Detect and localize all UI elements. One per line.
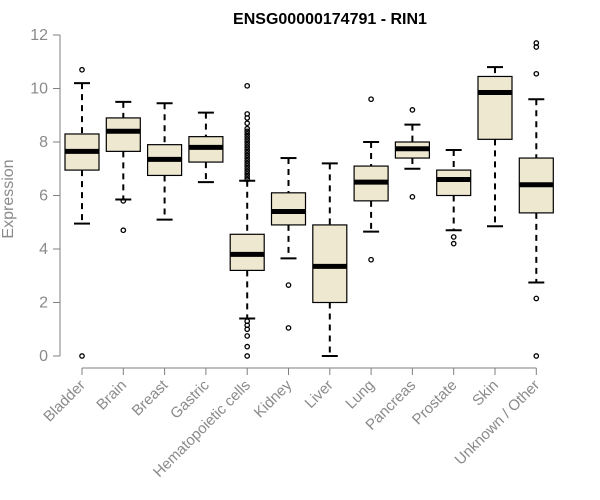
box-group — [312, 162, 348, 357]
box-group — [477, 66, 513, 228]
outlier-point — [244, 165, 251, 172]
outlier-point — [368, 96, 374, 103]
box-group — [353, 96, 389, 263]
outlier-point — [533, 40, 540, 46]
box-series — [64, 40, 554, 359]
outlier-point — [244, 144, 251, 151]
outlier-point — [285, 282, 292, 288]
box-group — [229, 82, 265, 359]
x-tick-label: Brain — [93, 377, 130, 414]
outlier-point — [244, 157, 251, 164]
outlier-point — [244, 163, 251, 169]
outlier-point — [244, 353, 251, 359]
y-tick-label: 4 — [39, 241, 48, 258]
box-group — [270, 157, 307, 331]
outlier-point — [533, 70, 540, 77]
y-tick-label: 12 — [30, 27, 48, 44]
outlier-point — [533, 295, 540, 302]
outlier-point — [244, 125, 251, 132]
outlier-point — [244, 136, 251, 143]
x-tick-label: Prostate — [409, 377, 461, 429]
outlier-point — [244, 333, 251, 339]
x-tick-label: Liver — [302, 377, 337, 412]
outlier-point — [244, 152, 251, 159]
box-iqr — [477, 75, 513, 140]
y-tick-label: 10 — [30, 81, 48, 98]
y-tick-label: 8 — [39, 134, 48, 151]
outlier-point — [244, 139, 251, 145]
outlier-point — [450, 234, 457, 240]
outlier-point — [244, 147, 251, 153]
outlier-point — [244, 131, 251, 137]
y-axis-label: Expression — [0, 159, 17, 238]
chart-title: ENSG00000174791 - RIN1 — [233, 11, 427, 28]
y-tick-label: 2 — [39, 295, 48, 312]
outlier-point — [533, 353, 540, 359]
outlier-point — [244, 173, 251, 180]
box-group — [147, 102, 183, 221]
outlier-point — [244, 141, 251, 148]
outlier-point — [244, 128, 251, 135]
outlier-point — [244, 155, 251, 161]
x-tick-label: Breast — [129, 376, 172, 419]
outlier-point — [409, 193, 416, 200]
box-group — [518, 40, 554, 359]
outlier-point — [79, 66, 85, 73]
box-iqr — [105, 117, 141, 152]
outlier-point — [244, 171, 251, 177]
outlier-point — [409, 107, 416, 113]
outlier-point — [450, 240, 457, 247]
box-group — [436, 149, 472, 247]
outlier-point — [244, 343, 251, 350]
box-group — [188, 111, 224, 184]
outlier-point — [244, 111, 251, 117]
box-iqr — [436, 169, 472, 197]
y-tick-label: 0 — [39, 348, 48, 365]
outlier-point — [285, 325, 292, 331]
box-iqr — [312, 224, 348, 304]
outlier-point — [244, 82, 251, 89]
outlier-point — [79, 353, 85, 359]
outlier-point — [244, 160, 251, 167]
box-iqr — [270, 192, 307, 226]
outlier-point — [244, 176, 251, 183]
box-group — [64, 66, 100, 359]
y-tick-label: 6 — [39, 188, 48, 205]
x-tick-label: Lung — [342, 377, 378, 413]
outlier-point — [244, 168, 251, 175]
x-tick-label: Kidney — [251, 376, 296, 421]
outlier-point — [120, 198, 127, 204]
outlier-point — [368, 256, 374, 263]
outlier-point — [120, 227, 127, 234]
outlier-point — [244, 133, 251, 140]
box-group — [394, 107, 430, 200]
outlier-point — [244, 149, 251, 156]
y-axis: 0 2 4 6 8 10 12 — [30, 27, 61, 365]
x-tick-label: Bladder — [40, 377, 89, 426]
outlier-point — [244, 120, 251, 127]
box-group — [105, 100, 141, 234]
outlier-point — [244, 318, 251, 325]
x-tick-label: Skin — [469, 377, 502, 410]
